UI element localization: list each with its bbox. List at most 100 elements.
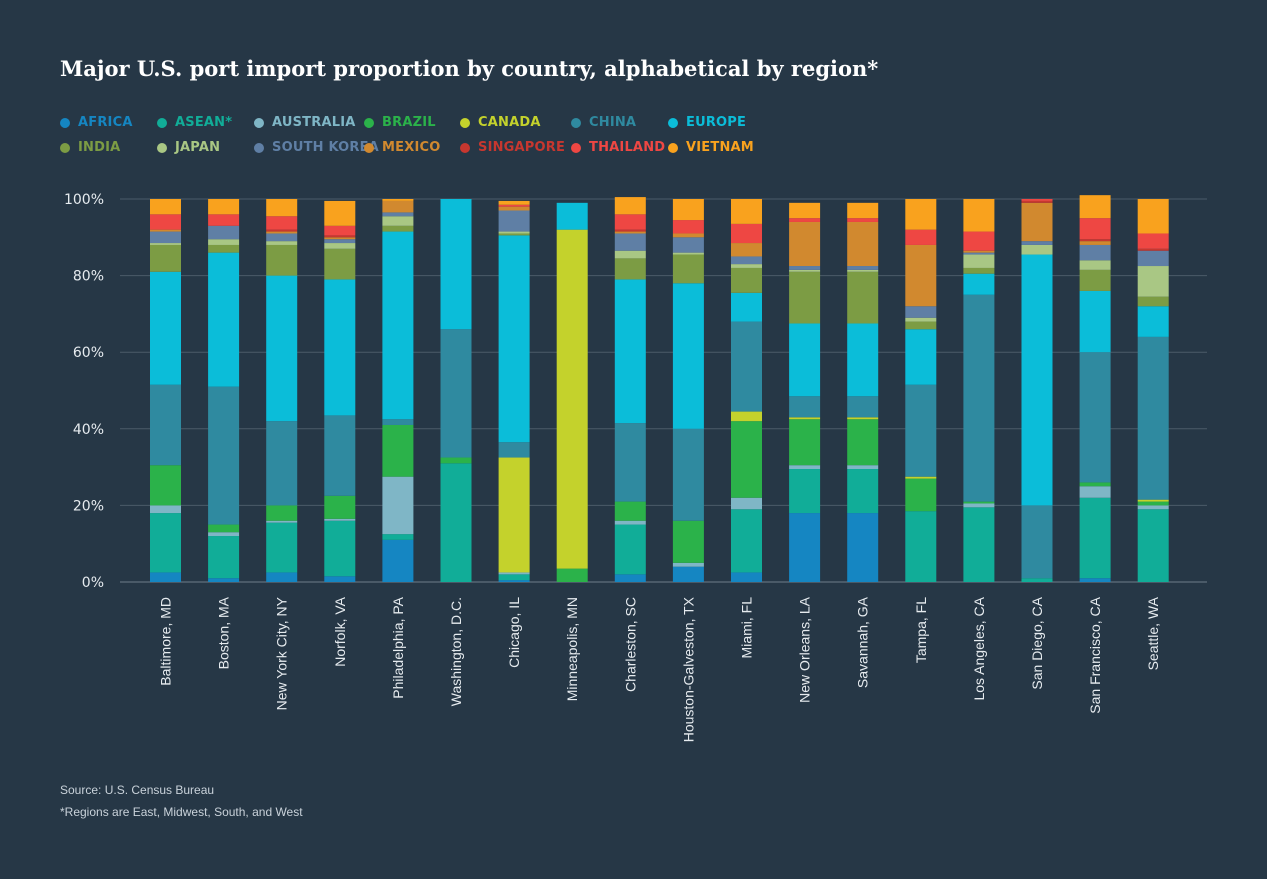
x-tick-label: Houston-Galveston, TX (680, 596, 696, 742)
bar-segment-india (266, 244, 298, 276)
bar-segment-south-korea (1137, 250, 1169, 267)
bar-segment-europe (905, 329, 937, 385)
legend-label: THAILAND (589, 140, 666, 155)
bar-segment-thailand (498, 204, 530, 207)
bar-segment-europe (150, 271, 181, 385)
bar-segment-singapore (1079, 239, 1111, 242)
x-tick-label: Charleston, SC (622, 597, 638, 692)
bar-segment-thailand (1079, 218, 1111, 240)
bar-segment-africa (498, 580, 530, 582)
bar-segment-china (847, 396, 879, 418)
bar-segment-africa (266, 572, 298, 582)
bar-segment-canada (1137, 499, 1169, 502)
legend-label: SOUTH KOREA (272, 140, 379, 155)
bar-group-new-york-city-ny (266, 199, 298, 582)
bar-segment-mexico (789, 221, 821, 267)
bar-segment-singapore (614, 229, 646, 232)
bar-segment-africa (324, 576, 356, 582)
source-note: Source: U.S. Census Bureau (60, 783, 215, 797)
legend-item-japan: JAPAN (157, 140, 254, 155)
bar-segment-mexico (614, 231, 646, 234)
bar-segment-japan (963, 254, 995, 268)
bar-segment-thailand (1021, 199, 1053, 201)
bar-group-san-diego-ca (1021, 199, 1053, 582)
bar-segment-china (731, 321, 762, 412)
bar-segment-japan (614, 250, 646, 259)
bar-segment-vietnam (905, 199, 937, 230)
bar-segment-india (1079, 269, 1111, 291)
bar-segment-india (614, 258, 646, 280)
bar-segment-australia (731, 497, 762, 510)
bar-segment-brazil (382, 424, 414, 477)
bar-segment-india (498, 233, 530, 236)
bar-segment-asean (1079, 497, 1111, 579)
bar-segment-asean (614, 524, 646, 575)
legend-label: CHINA (589, 115, 637, 130)
legend-label: VIETNAM (686, 140, 754, 155)
bar-segment-india (672, 254, 704, 284)
x-tick-label: Los Angeles, CA (971, 596, 987, 700)
bar-segment-mexico (498, 206, 530, 211)
x-tick-label: Seattle, WA (1145, 596, 1161, 670)
bar-segment-europe (1079, 290, 1111, 353)
legend-label: AFRICA (78, 115, 133, 130)
bar-segment-mexico (672, 233, 704, 238)
legend-swatch (157, 142, 167, 153)
bar-segment-japan (905, 317, 937, 322)
bar-segment-vietnam (382, 199, 414, 201)
bar-segment-australia (208, 532, 240, 537)
x-tick-label: Philadelphia, PA (390, 596, 406, 698)
bar-segment-japan (150, 243, 181, 245)
bar-segment-brazil (150, 465, 181, 506)
bar-segment-australia (847, 465, 879, 470)
bar-segment-brazil (731, 421, 762, 498)
bar-segment-south-korea (1079, 244, 1111, 261)
footer: Source: U.S. Census Bureau *Regions are … (60, 783, 303, 827)
bar-segment-thailand (208, 214, 240, 226)
x-tick-label: Miami, FL (739, 597, 755, 659)
y-tick-label: 40% (73, 422, 104, 438)
bar-group-new-orleans-la (789, 202, 821, 582)
bar-segment-australia (1137, 505, 1169, 510)
bar-segment-africa (150, 572, 181, 582)
bar-segment-africa (847, 513, 879, 582)
bar-segment-asean (963, 507, 995, 582)
bar-segment-china (208, 386, 240, 525)
legend-swatch (254, 142, 264, 153)
bar-segment-asean (1021, 578, 1053, 582)
legend-label: EUROPE (686, 115, 747, 130)
bar-segment-asean (1137, 509, 1169, 582)
bar-group-san-francisco-ca (1079, 195, 1111, 582)
bar-segment-mexico (150, 229, 181, 232)
bar-segment-south-korea (208, 225, 240, 240)
bar-segment-brazil (208, 524, 240, 533)
bar-segment-mexico (731, 243, 762, 257)
bar-segment-australia (614, 520, 646, 525)
bar-segment-japan (847, 269, 879, 272)
bar-segment-australia (498, 572, 530, 575)
bar-segment-japan (498, 231, 530, 234)
legend-swatch (668, 142, 678, 153)
bar-segment-singapore (1137, 248, 1169, 251)
bar-segment-mexico (905, 244, 937, 307)
bar-segment-africa (614, 574, 646, 582)
bar-segment-australia (266, 520, 298, 523)
bar-segment-india (1137, 296, 1169, 307)
bar-segment-australia (963, 503, 995, 508)
bar-segment-china (440, 329, 472, 458)
x-tick-label: New Orleans, LA (797, 596, 813, 702)
bar-segment-thailand (672, 220, 704, 234)
bar-segment-canada (556, 229, 588, 569)
bar-segment-brazil (847, 419, 879, 466)
bar-segment-asean (789, 469, 821, 514)
bar-segment-vietnam (789, 202, 821, 219)
bar-segment-africa (731, 572, 762, 582)
bar-segment-vietnam (847, 202, 879, 219)
bar-segment-asean (382, 534, 414, 540)
bar-segment-brazil (963, 501, 995, 504)
bar-segment-brazil (324, 495, 356, 519)
bar-segment-thailand (847, 218, 879, 222)
bar-segment-asean (266, 522, 298, 573)
bar-segment-europe (963, 273, 995, 295)
bar-segment-india (731, 267, 762, 293)
